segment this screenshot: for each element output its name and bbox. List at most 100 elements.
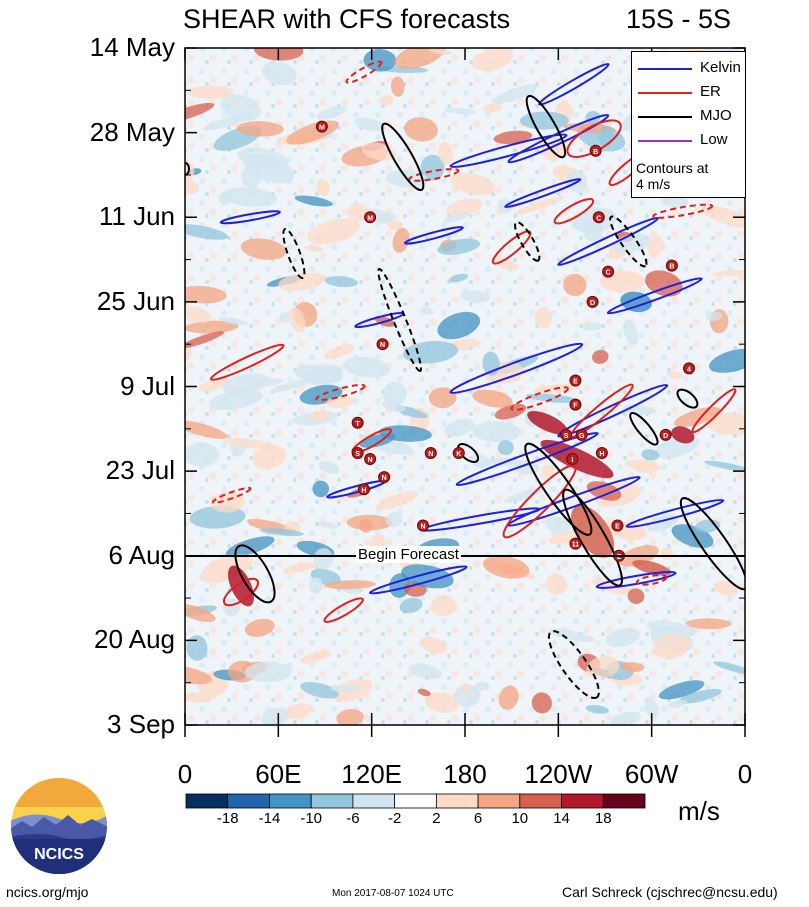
shading-cell — [437, 238, 481, 255]
shading-cell — [671, 426, 695, 444]
mjo-contour — [524, 442, 593, 536]
shading-cell — [599, 126, 614, 146]
shading-cell — [185, 224, 229, 240]
ncics-logo: NCICS — [11, 778, 107, 874]
er-contour — [502, 464, 577, 539]
shading-cell — [185, 320, 239, 334]
shading-cell — [645, 270, 683, 297]
author-credit: Carl Schreck (cjschrec@ncsu.edu) — [562, 884, 778, 900]
colorbar-tick-label: 18 — [594, 810, 612, 827]
shading-cell — [378, 95, 394, 106]
x-tick-label: 0 — [177, 759, 193, 789]
mjo-contour — [629, 412, 659, 446]
storm-marker-label: N — [382, 475, 387, 482]
x-tick-label: 60W — [624, 759, 679, 789]
er-contour — [510, 386, 569, 411]
shading-cell — [222, 598, 240, 616]
shading-cell — [318, 520, 338, 530]
shading-cell — [438, 142, 454, 165]
storm-marker-label: N — [380, 342, 385, 349]
legend-item-er: ER — [632, 82, 744, 104]
mjo-contour — [609, 215, 648, 268]
colorbar-bin — [561, 793, 604, 809]
kelvin-contour — [606, 277, 703, 315]
storm-marker-icon — [364, 453, 377, 466]
shading-cell — [385, 511, 403, 527]
shading-cell — [222, 373, 268, 395]
mjo-contour — [185, 161, 190, 176]
storm-marker-icon — [357, 483, 370, 496]
er-contour — [211, 486, 252, 504]
shading-cell — [208, 389, 263, 411]
shading-cell — [531, 692, 552, 714]
x-tick-label: 60E — [255, 759, 302, 789]
storm-marker-label: K — [456, 451, 461, 458]
colorbar-bin — [435, 793, 479, 809]
shading-cell — [420, 306, 434, 315]
shading-cell — [330, 685, 362, 692]
storm-marker-label: I — [571, 457, 573, 464]
shading-cell — [570, 505, 615, 558]
shading-cell — [704, 460, 745, 472]
storm-marker-label: 4 — [687, 366, 691, 373]
y-tick-label: 9 Jul — [120, 370, 175, 401]
shading-cell — [244, 661, 292, 683]
storm-marker: C — [592, 211, 605, 224]
shading-cell — [304, 245, 324, 252]
shading-cell — [437, 311, 481, 340]
storm-marker-label: M — [367, 215, 373, 222]
storm-marker: E — [569, 374, 582, 387]
storm-marker-icon — [315, 120, 328, 133]
colorbar-tick-label: 6 — [473, 810, 483, 827]
er-contour — [691, 388, 737, 434]
shading-cell — [581, 322, 603, 331]
storm-marker: H — [357, 483, 370, 496]
shading-cell — [428, 48, 452, 55]
storm-marker-label: C — [606, 270, 611, 277]
shading-cell — [627, 588, 645, 604]
y-tick-label: 14 May — [89, 32, 175, 62]
shading-cell — [586, 481, 622, 501]
shading-cell — [376, 490, 420, 510]
mjo-contour — [282, 227, 306, 280]
legend-swatch — [638, 140, 692, 142]
storm-marker-icon — [417, 519, 429, 532]
shading-cell — [548, 628, 595, 642]
shading-cell — [548, 530, 583, 544]
shading-cell — [285, 703, 313, 719]
shading-cell — [225, 536, 275, 557]
storm-marker-icon — [595, 446, 608, 459]
storm-marker-icon — [351, 416, 364, 429]
shading-cell — [336, 709, 364, 725]
colorbar-tick-label: -10 — [300, 810, 323, 827]
shading-cell — [299, 650, 331, 664]
storm-marker-label: H — [599, 451, 604, 458]
shading-cell — [450, 173, 496, 196]
shading-cell — [185, 692, 212, 703]
mjo-contour — [679, 497, 745, 591]
storm-marker: M — [364, 211, 377, 224]
shading-cell — [210, 492, 245, 513]
storm-marker-label: H — [361, 487, 366, 494]
er-contour — [222, 577, 260, 607]
colorbar-bin — [227, 793, 270, 809]
shading-cell — [585, 704, 609, 714]
shading-cell — [240, 238, 287, 260]
shading-cell — [399, 597, 423, 614]
storm-marker: 11 — [569, 537, 582, 550]
mjo-contour — [547, 630, 600, 700]
shading-cell — [471, 454, 490, 469]
region-label: 15S - 5S — [626, 4, 732, 34]
storm-marker-icon — [586, 295, 599, 308]
legend-swatch — [638, 116, 692, 118]
er-contour — [635, 574, 668, 586]
legend-swatch — [638, 68, 692, 70]
shading-cell — [316, 105, 347, 120]
storm-marker-icon — [592, 211, 605, 224]
shading-cell — [343, 356, 391, 378]
shading-cell — [221, 187, 277, 207]
shading-cell — [544, 516, 571, 534]
shading-cell — [307, 218, 361, 245]
y-tick-label: 6 Aug — [108, 539, 175, 570]
website-link[interactable]: ncics.org/mjo — [6, 884, 89, 900]
